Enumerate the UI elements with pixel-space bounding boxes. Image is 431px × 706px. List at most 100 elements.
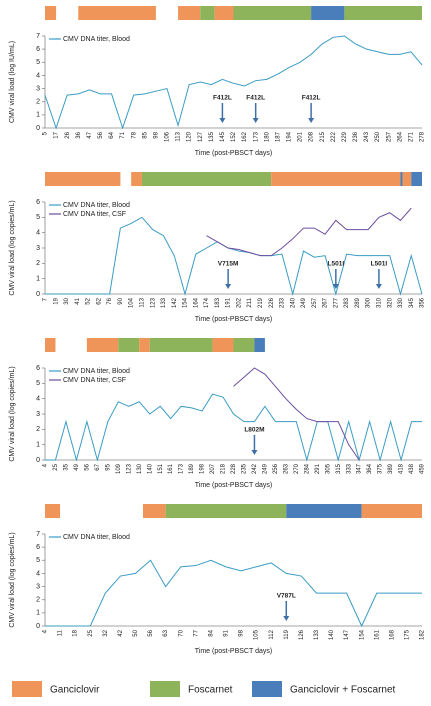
- x-tick-label: 64: [109, 131, 115, 138]
- x-tick-label: 71: [120, 131, 126, 138]
- x-tick-label: 267: [323, 297, 329, 308]
- x-tick-label: 249: [301, 297, 307, 308]
- x-tick-label: 161: [168, 463, 174, 474]
- treatment-bar: [178, 6, 201, 20]
- treatment-bar: [131, 172, 142, 186]
- x-axis-label: Time (post-PBSCT days): [195, 482, 272, 489]
- x-tick-label: 35: [64, 463, 70, 470]
- x-tick-label: 164: [193, 297, 199, 308]
- x-tick-label: 174: [204, 297, 210, 308]
- x-tick-label: 4: [43, 629, 49, 633]
- annotation-arrowhead: [375, 284, 382, 289]
- x-tick-label: 219: [258, 297, 264, 308]
- legend-label: CMV DNA titer, Blood: [63, 534, 130, 541]
- y-axis-label: CMV viral load (log IU/mL): [9, 41, 16, 123]
- x-tick-label: 56: [84, 463, 90, 470]
- x-tick-label: 140: [329, 629, 335, 640]
- x-tick-label: 180: [264, 131, 270, 142]
- treatment-bar: [86, 338, 119, 352]
- x-tick-label: 26: [65, 131, 71, 138]
- x-tick-label: 202: [236, 297, 242, 308]
- x-tick-label: 218: [221, 463, 227, 474]
- y-tick-label: 6: [36, 544, 40, 551]
- y-tick-label: 6: [36, 46, 40, 53]
- x-tick-label: 242: [252, 463, 258, 474]
- x-tick-label: 85: [142, 131, 148, 138]
- x-axis-label: Time (post-PBSCT days): [195, 648, 272, 655]
- treatment-bar: [402, 172, 412, 186]
- y-tick-label: 5: [36, 214, 40, 221]
- x-tick-label: 211: [247, 297, 253, 307]
- x-tick-label: 151: [158, 463, 164, 474]
- x-tick-label: 147: [344, 629, 350, 640]
- x-tick-label: 25: [53, 463, 59, 470]
- data-line: [233, 367, 360, 461]
- x-tick-label: 49: [74, 463, 80, 470]
- x-tick-label: 263: [283, 463, 289, 474]
- x-tick-label: 76: [107, 297, 113, 304]
- x-tick-label: 356: [420, 297, 426, 308]
- treatment-bar: [214, 6, 234, 20]
- y-tick-label: 2: [36, 260, 40, 267]
- x-tick-label: 119: [284, 629, 290, 639]
- annotation-arrowhead: [283, 616, 290, 621]
- x-tick-label: 189: [189, 463, 195, 474]
- y-tick-label: 0: [36, 623, 40, 630]
- x-tick-label: 7: [43, 297, 49, 301]
- y-tick-label: 2: [36, 99, 40, 106]
- treatment-bar: [78, 6, 156, 20]
- treatment-bar: [212, 338, 234, 352]
- treatment-bar: [400, 172, 403, 186]
- x-tick-label: 194: [287, 131, 293, 142]
- x-tick-label: 375: [378, 463, 384, 474]
- treatment-bar: [411, 172, 422, 186]
- x-tick-label: 123: [150, 297, 156, 308]
- x-tick-label: 215: [320, 131, 326, 142]
- x-tick-label: 289: [355, 297, 361, 308]
- x-tick-label: 56: [148, 629, 154, 636]
- annotation-arrowhead: [252, 118, 259, 123]
- x-tick-label: 133: [161, 297, 167, 308]
- x-tick-label: 25: [88, 629, 94, 636]
- x-tick-label: 277: [333, 297, 339, 308]
- data-line: [44, 35, 423, 130]
- annotation-arrowhead: [251, 450, 258, 455]
- x-tick-label: 191: [226, 297, 232, 308]
- treatment-bar: [233, 6, 312, 20]
- x-tick-label: 256: [273, 463, 279, 474]
- y-tick-label: 1: [36, 112, 40, 119]
- x-tick-label: 36: [76, 131, 82, 138]
- x-tick-label: 123: [126, 463, 132, 474]
- x-tick-label: 113: [176, 131, 182, 141]
- x-tick-label: 19: [53, 297, 59, 304]
- x-tick-label: 207: [210, 463, 216, 474]
- x-tick-label: 84: [208, 629, 214, 636]
- y-tick-label: 0: [36, 125, 40, 132]
- x-tick-label: 30: [64, 297, 70, 304]
- y-tick-label: 3: [36, 245, 40, 252]
- x-tick-label: 389: [388, 463, 394, 474]
- x-tick-label: 5: [43, 131, 49, 135]
- x-tick-label: 105: [254, 629, 260, 640]
- x-tick-label: 161: [374, 629, 380, 640]
- x-tick-label: 168: [389, 629, 395, 640]
- legend-label: Foscarnet: [188, 685, 233, 696]
- x-tick-label: 56: [98, 131, 104, 138]
- x-tick-label: 173: [253, 131, 259, 142]
- y-tick-label: 6: [36, 365, 40, 372]
- y-tick-label: 5: [36, 380, 40, 387]
- x-tick-label: 52: [86, 297, 92, 304]
- x-tick-label: 41: [75, 297, 81, 304]
- x-tick-label: 235: [242, 463, 248, 474]
- x-tick-label: 333: [346, 463, 352, 474]
- y-tick-label: 2: [36, 426, 40, 433]
- x-tick-label: 152: [231, 131, 237, 142]
- x-tick-label: 133: [314, 629, 320, 640]
- x-tick-label: 243: [364, 131, 370, 142]
- treatment-bar: [200, 6, 215, 20]
- treatment-bar: [344, 6, 422, 20]
- treatment-bar: [286, 504, 362, 518]
- legend-label: CMV DNA titer, Blood: [63, 36, 130, 43]
- x-tick-label: 154: [183, 297, 189, 308]
